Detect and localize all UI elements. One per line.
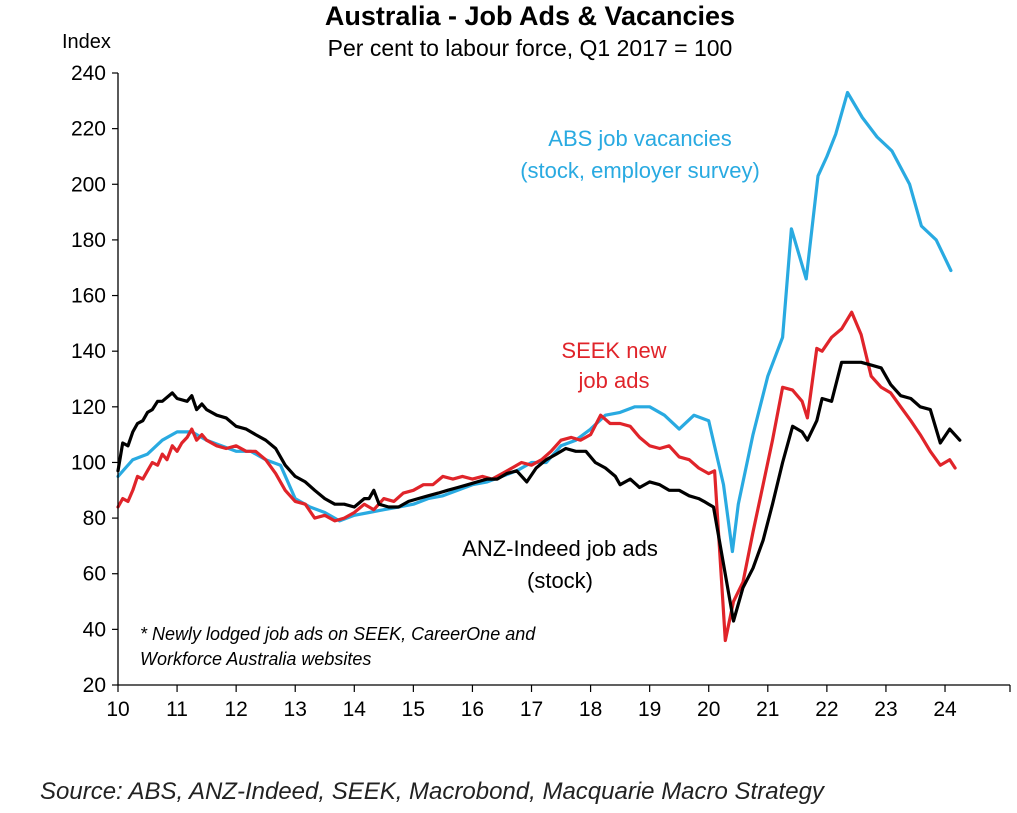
seek-label-line-2: job ads [578,368,650,393]
x-tick-label: 11 [166,698,188,721]
footnote: * Newly lodged job ads on SEEK, CareerOn… [140,624,536,669]
y-tick-label: 180 [71,229,106,252]
x-tick-label: 17 [520,698,543,721]
y-tick-label: 40 [83,618,106,641]
source-note: Source: ABS, ANZ-Indeed, SEEK, Macrobond… [40,778,824,805]
series-line-anz-indeed-job-ads [116,360,962,623]
x-tick-label: 20 [697,698,720,721]
x-tick-label: 21 [756,698,779,721]
x-tick-label: 18 [579,698,602,721]
axes-layer: 20 40 60 80 100 120 140 160 180 200 220 240 10 11 12 13… [71,62,1011,721]
series-line-seek-new-job-ads [116,310,957,643]
y-axis-label: Index [62,31,111,53]
label-anz-indeed-job-ads: ANZ-Indeed job ads (stock) [462,536,658,593]
y-tick-label: 80 [83,507,106,530]
y-tick-label: 160 [71,285,106,308]
label-seek-new-job-ads: SEEK new job ads [561,338,666,393]
x-tick-label: 24 [933,698,957,721]
x-tick-label: 14 [343,698,367,721]
x-tick-label: 10 [106,698,129,721]
label-abs-job-vacancies: ABS job vacancies (stock, employer surve… [520,126,760,183]
y-tick-label: 140 [71,340,106,363]
y-tick-label: 120 [71,396,106,419]
x-tick-label: 12 [224,698,247,721]
anz-label-line-1: ANZ-Indeed job ads [462,536,658,561]
series-layer [116,90,962,643]
abs-label-line-2: (stock, employer survey) [520,158,760,183]
footnote-line-2: Workforce Australia websites [140,649,371,669]
x-tick-label: 13 [284,698,307,721]
seek-label-line-1: SEEK new [561,338,666,363]
y-tick-label: 200 [71,173,106,196]
x-tick-label: 23 [874,698,897,721]
footnote-line-1: * Newly lodged job ads on SEEK, CareerOn… [140,624,536,644]
y-tick-label: 60 [83,563,106,586]
y-tick-label: 220 [71,118,106,141]
abs-label-line-1: ABS job vacancies [548,126,731,151]
chart-title: Australia - Job Ads & Vacancies [325,1,735,31]
x-tick-label: 15 [402,698,425,721]
x-tick-label: 16 [461,698,484,721]
x-tick-label: 19 [638,698,661,721]
y-tick-label: 20 [83,674,106,697]
x-tick-label: 22 [815,698,838,721]
chart-subtitle: Per cent to labour force, Q1 2017 = 100 [328,35,733,61]
anz-label-line-2: (stock) [527,568,593,593]
y-tick-label: 100 [71,451,106,474]
y-tick-label: 240 [71,62,106,85]
